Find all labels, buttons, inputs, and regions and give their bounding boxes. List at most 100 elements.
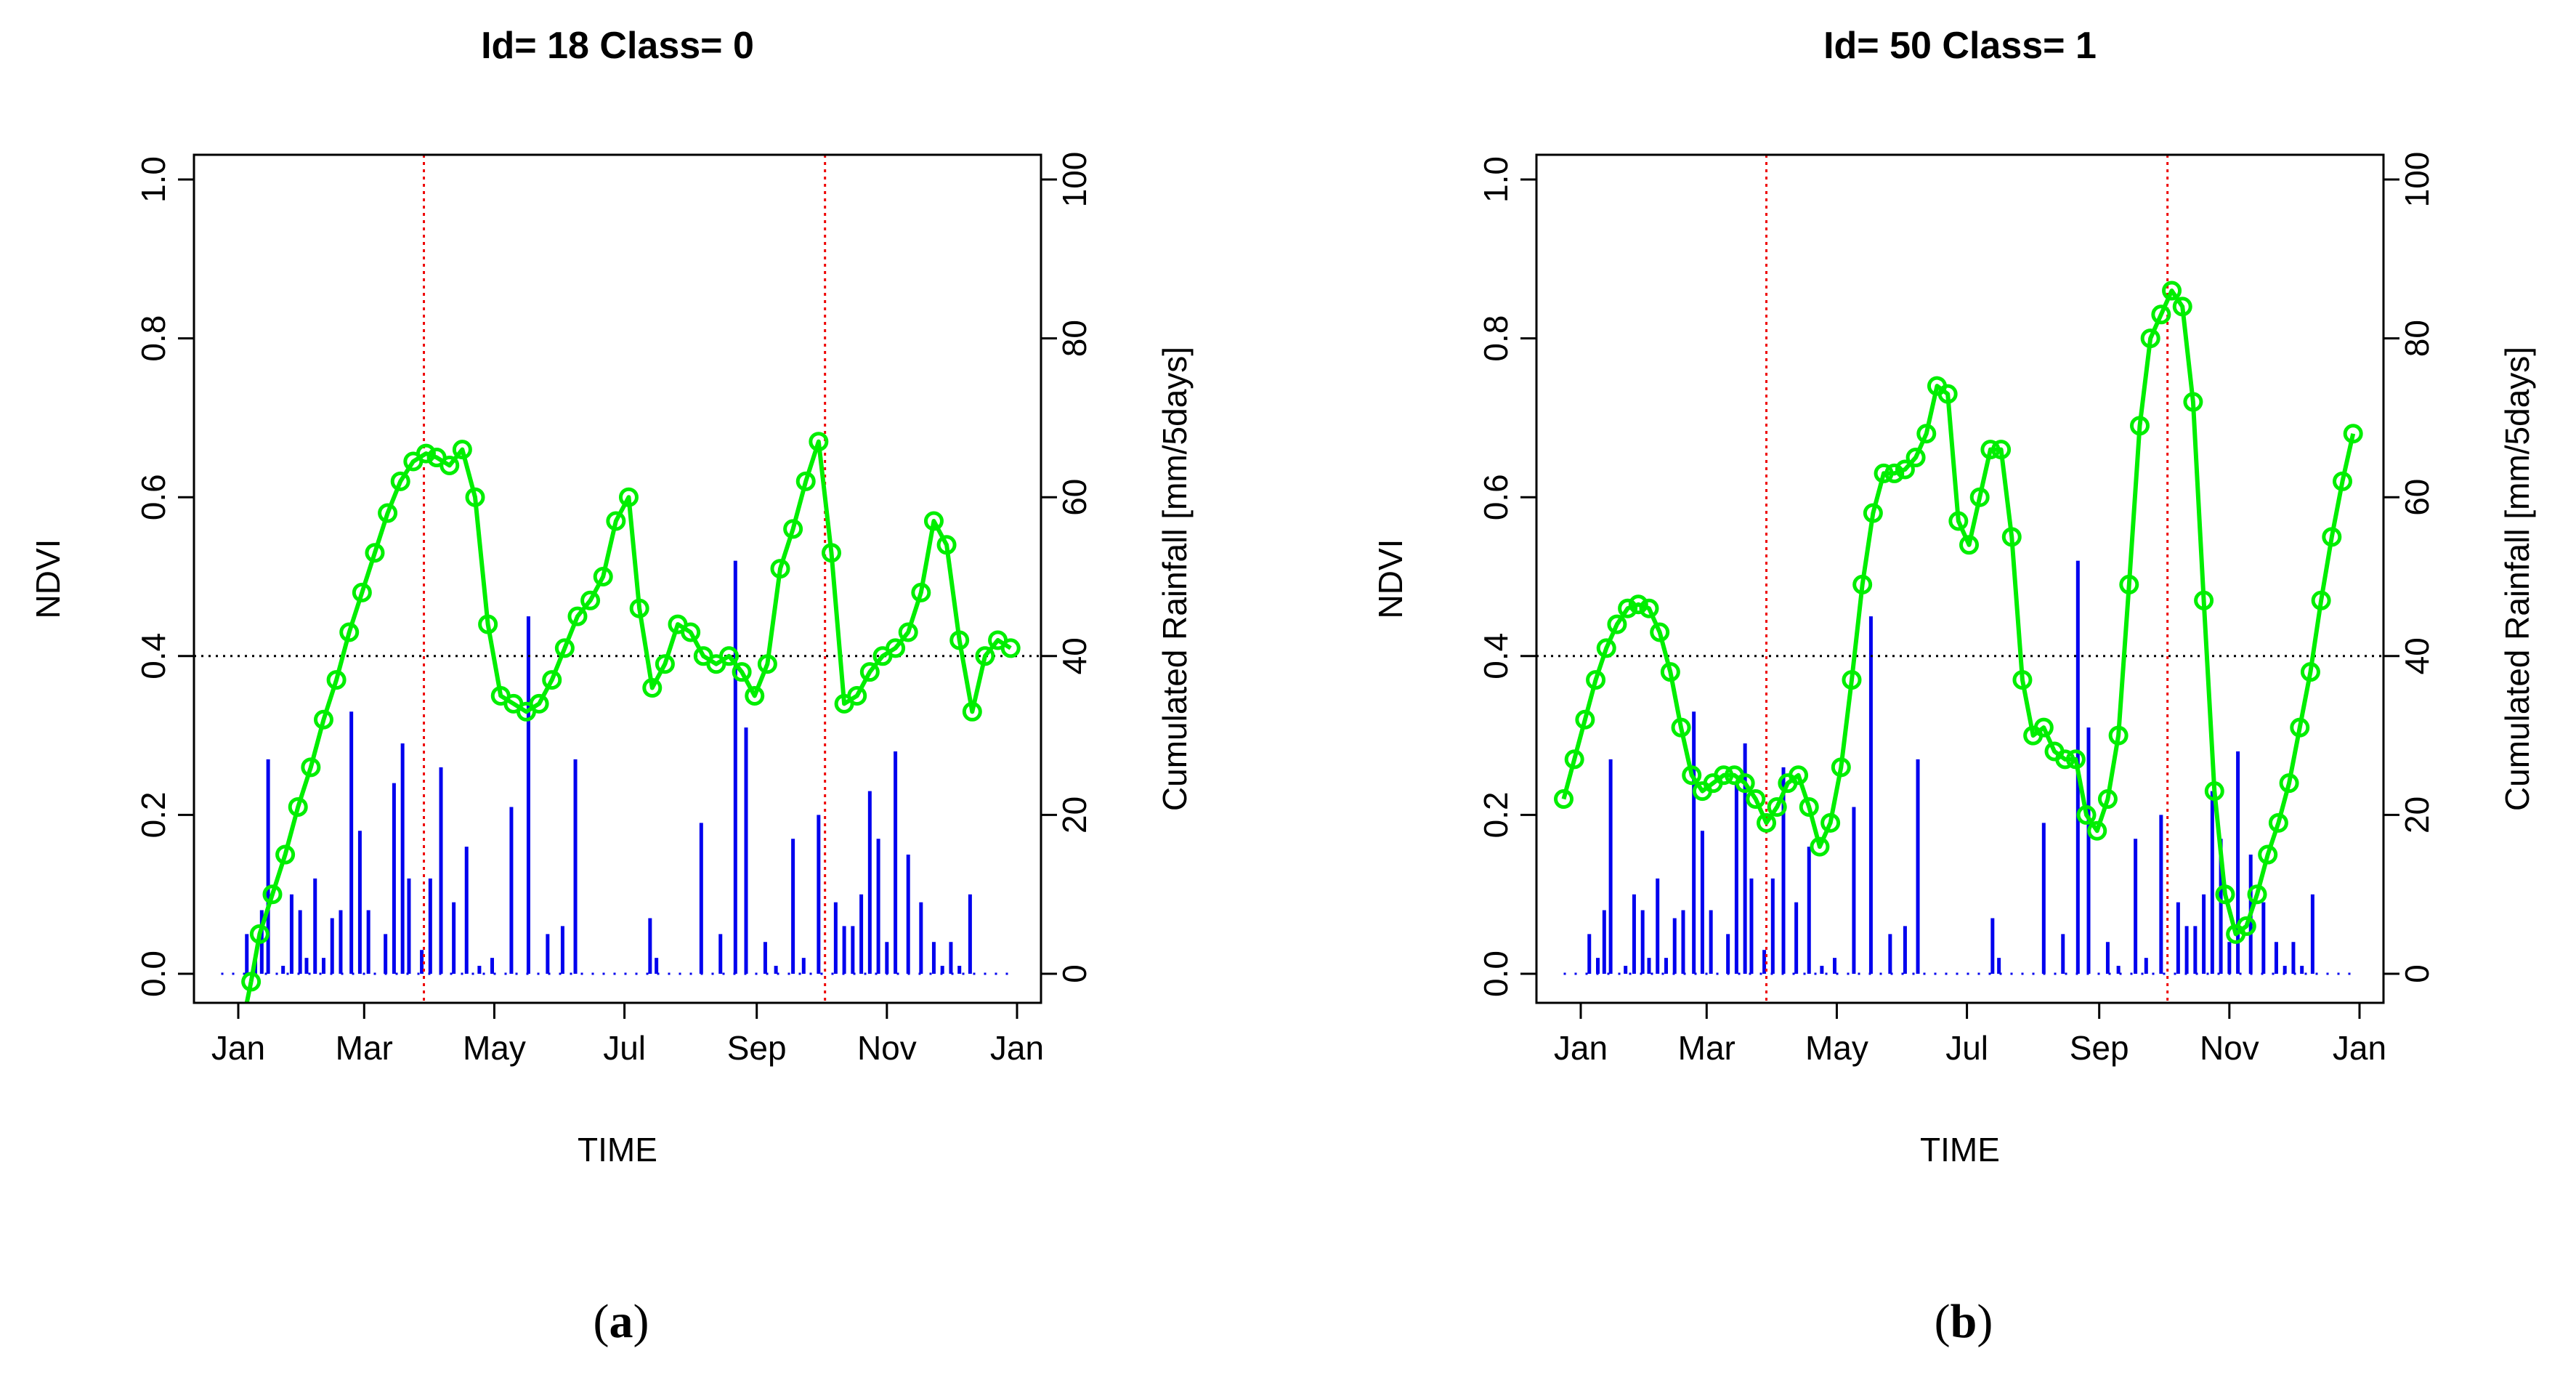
ndvi-point (1799, 796, 1819, 817)
ndvi-point (1789, 765, 1809, 786)
ndvi-point (2290, 717, 2310, 738)
x-tick-label: Mar (336, 1029, 393, 1067)
ndvi-point (2151, 304, 2171, 325)
ndvi-point (732, 662, 752, 682)
ndvi-point (1564, 749, 1584, 770)
y-left-tick-label: 0.0 (134, 951, 172, 997)
ndvi-line (248, 439, 1012, 982)
ndvi-point (1607, 614, 1627, 634)
ndvi-point (2183, 392, 2203, 412)
ndvi-point (1884, 463, 1905, 483)
ndvi-point (339, 622, 360, 642)
ndvi-point (2001, 527, 2022, 547)
ndvi-point (1650, 622, 1670, 642)
ndvi-point (757, 654, 777, 674)
x-tick-label: Jan (990, 1029, 1044, 1067)
ndvi-point (2065, 749, 2086, 770)
plot-area (1536, 155, 2383, 1003)
ndvi-point (465, 487, 485, 507)
ndvi-point (719, 646, 740, 666)
ndvi-point (2322, 527, 2342, 547)
ndvi-point (1767, 796, 1787, 817)
panel-label-close: ) (633, 1295, 649, 1348)
y-left-axis-title: NDVI (1372, 539, 1409, 619)
ndvi-point (1660, 662, 1680, 682)
panel-label: (a) (594, 1295, 649, 1348)
y-right-axis-title: Cumulated Rainfall [mm/5days] (1156, 347, 1194, 811)
ndvi-point (2194, 590, 2214, 610)
ndvi-point (275, 844, 296, 865)
ndvi-line (1561, 288, 2356, 937)
ndvi-point (2108, 725, 2129, 746)
ndvi-point (2258, 844, 2278, 865)
ndvi-point (821, 543, 841, 563)
panel-b: Id= 50 Class= 1 0.0 0.2 0.4 0.6 0.8 1.0 0 20 40 60… (1372, 25, 2536, 1348)
x-tick-label: Sep (2070, 1029, 2129, 1067)
ndvi-point (1991, 440, 2012, 460)
ndvi-point (440, 455, 460, 475)
ndvi-point (1554, 789, 1574, 810)
ndvi-point (1000, 638, 1021, 658)
ndvi-point (642, 678, 663, 698)
chart-title: Id= 50 Class= 1 (1823, 25, 2097, 67)
ndvi-point (962, 701, 982, 722)
x-tick-label: Jan (1554, 1029, 1608, 1067)
ndvi-point (529, 693, 549, 714)
ndvi-point (390, 471, 410, 491)
y-right-tick-label: 20 (2398, 796, 2436, 834)
ndvi-point (1820, 812, 1841, 833)
ndvi-point (2119, 574, 2139, 594)
panel-a: Id= 18 Class= 0 0.0 0.2 0.4 0.6 0.8 1.0 0 20 40 60… (29, 25, 1194, 1348)
ndvi-point (1714, 765, 1734, 786)
ndvi-point (2204, 781, 2224, 802)
ndvi-point (2333, 471, 2353, 491)
ndvi-point (783, 519, 803, 539)
ndvi-point (2279, 773, 2299, 794)
x-tick-label: Mar (1678, 1029, 1735, 1067)
ndvi-point (478, 614, 498, 634)
ndvi-point (770, 559, 790, 579)
y-left-tick-label: 0.4 (134, 633, 172, 679)
ndvi-point (1682, 765, 1702, 786)
y-left-tick-label: 0.6 (1477, 474, 1515, 520)
y-left-tick-label: 0.0 (1477, 951, 1515, 997)
y-right-tick-label: 60 (1056, 479, 1093, 516)
ndvi-point (2162, 281, 2182, 301)
ndvi-point (1874, 463, 1894, 483)
ndvi-point (2300, 662, 2320, 682)
ndvi-point (1852, 574, 1873, 594)
ndvi-point (378, 503, 398, 523)
ndvi-point (2215, 884, 2235, 905)
x-tick-label: Jan (2333, 1029, 2386, 1067)
x-axis-title: TIME (1920, 1131, 2000, 1169)
ndvi-point (1842, 670, 1862, 690)
ndvi-point (1980, 440, 2001, 460)
ndvi-point (1586, 670, 1606, 690)
y-left-tick-label: 0.6 (134, 474, 172, 520)
ndvi-point (2033, 717, 2054, 738)
ndvi-point (1757, 812, 1777, 833)
ndvi-point (1618, 598, 1638, 618)
ndvi-point (911, 582, 931, 602)
ndvi-point (1596, 638, 1616, 658)
ndvi-point (898, 622, 918, 642)
panel-label-letter: a (609, 1295, 633, 1348)
x-tick-label: Nov (857, 1029, 917, 1067)
ndvi-point (241, 972, 262, 992)
ndvi-point (1905, 448, 1926, 468)
ndvi-point (795, 471, 816, 491)
ndvi-point (1671, 717, 1691, 738)
ndvi-point (949, 630, 970, 650)
ndvi-point (2247, 884, 2267, 905)
y-right-tick-label: 40 (2398, 637, 2436, 674)
ndvi-point (249, 924, 270, 944)
ndvi-point (886, 638, 906, 658)
y-right-tick-label: 100 (2398, 152, 2436, 208)
chart-title: Id= 18 Class= 0 (481, 25, 754, 67)
x-tick-label: May (463, 1029, 526, 1067)
y-right-tick-label: 100 (1056, 152, 1093, 208)
panel-label-letter: b (1951, 1295, 1977, 1348)
ndvi-point (2172, 296, 2192, 317)
y-left-axis-title: NDVI (29, 539, 67, 619)
